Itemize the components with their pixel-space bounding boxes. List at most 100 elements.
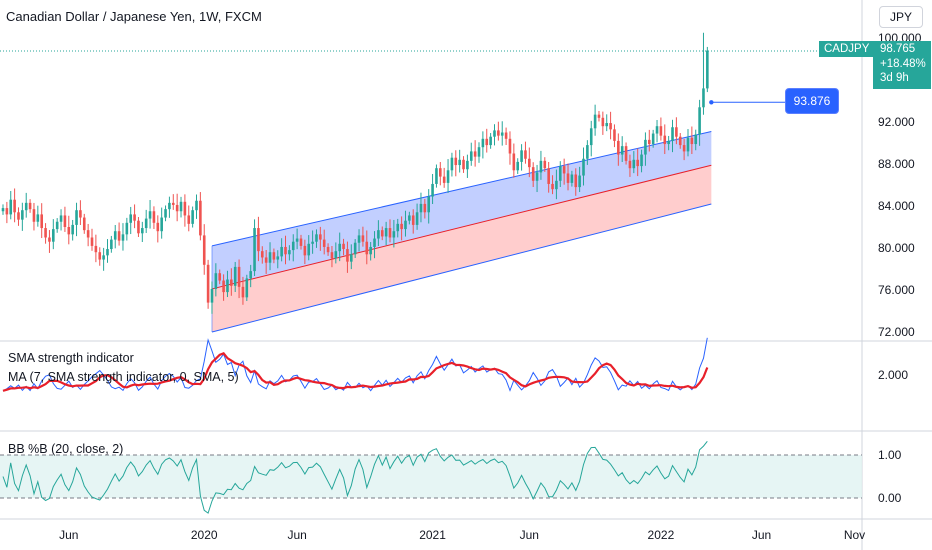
candle-body [299,238,303,246]
candle-body [667,140,670,145]
candle-body [303,245,307,256]
candle-body [137,220,140,234]
sma-strength-label[interactable]: SMA strength indicator [8,351,134,365]
candle-body [431,183,434,197]
candle-body [442,176,446,183]
y-tick-label: 76.000 [878,283,915,297]
channel-lower-line [211,203,712,333]
candle-body [187,215,191,224]
candle-body [199,200,202,236]
candle-body [191,210,194,224]
candle-body [675,127,678,137]
callout-anchor [709,100,714,105]
channel-lower-fill [211,165,712,332]
candle-body [152,211,156,223]
axes-layer: 100.00092.00088.00084.00080.00076.00072.… [59,31,922,542]
candle-body [644,139,647,155]
candle-body [690,137,694,145]
candle-body [535,172,539,181]
candle-body [589,128,593,146]
candle-body [346,249,349,262]
candle-body [24,202,28,211]
candle-body [183,201,187,216]
candle-body [400,223,403,230]
candle-body [698,107,701,135]
candle-body [524,150,527,159]
candle-body [419,203,423,213]
y-tick-label: 84.000 [878,199,915,213]
bb-percent-b-line [2,440,708,514]
candle-body [682,145,686,152]
candle-body [655,126,659,134]
candle-body [241,286,245,298]
ma-line [2,351,709,392]
candle-body [620,146,624,155]
candle-body [1,208,5,212]
candle-body [94,245,98,253]
candle-body [106,249,109,256]
candle-body [516,161,520,171]
candle-body [249,271,252,279]
candle-body [21,210,24,220]
candle-body [55,221,59,230]
candle-body [295,238,299,242]
candle-body [9,199,13,215]
candle-body [489,136,492,146]
candle-body [36,214,40,222]
candle-body [566,173,570,183]
candle-body [156,222,160,232]
bb-label[interactable]: BB %B (20, close, 2) [8,442,124,456]
candle-body [396,223,400,232]
candle-body [574,174,578,188]
candle-body [353,242,357,255]
candle-body [226,279,229,293]
candle-body [586,145,589,159]
candle-body [13,199,16,213]
candle-body [52,229,55,242]
candle-body [17,212,20,220]
candle-body [63,215,67,227]
candle-body [175,204,179,212]
y-tick-label: 80.000 [878,241,915,255]
bb-band-fill [0,455,862,498]
candle-body [160,217,163,232]
candle-body [141,228,144,234]
candle-body [121,234,125,241]
candle-body [195,200,198,211]
last-price-box: 98.765 +18.48% 3d 9h [873,41,931,89]
candle-body [214,273,218,289]
candle-body [384,228,388,237]
candle-body [528,158,531,168]
candle-body [628,160,632,169]
y-tick-label: 0.00 [878,491,902,505]
candle-body [462,159,465,170]
candle-body [82,217,86,231]
y-tick-label: 1.00 [878,448,902,462]
candle-body [268,252,272,263]
candle-body [276,256,280,260]
chart-title: Canadian Dollar / Japanese Yen, 1W, FXCM [6,9,262,24]
candle-body [512,153,516,171]
x-tick-label: Jun [520,528,539,542]
candle-body [357,235,361,243]
candle-body [504,132,508,139]
candle-body [678,136,682,146]
candle-body [311,241,314,244]
candle-body [613,129,616,141]
candle-body [450,157,454,171]
candle-body [659,126,663,136]
candle-body [164,209,167,218]
price-callout[interactable]: 93.876 [785,88,839,114]
y-tick-label: 72.000 [878,325,915,339]
currency-button[interactable]: JPY [879,6,923,28]
candle-body [582,158,585,176]
candle-body [237,266,241,287]
candle-body [125,222,129,235]
candle-body [531,167,535,181]
candle-body [597,114,601,118]
candle-body [694,134,698,145]
ma-label[interactable]: MA (7, SMA strength indicator, 0, SMA, 5… [8,370,239,384]
candle-body [446,170,450,183]
candle-body [133,214,136,221]
